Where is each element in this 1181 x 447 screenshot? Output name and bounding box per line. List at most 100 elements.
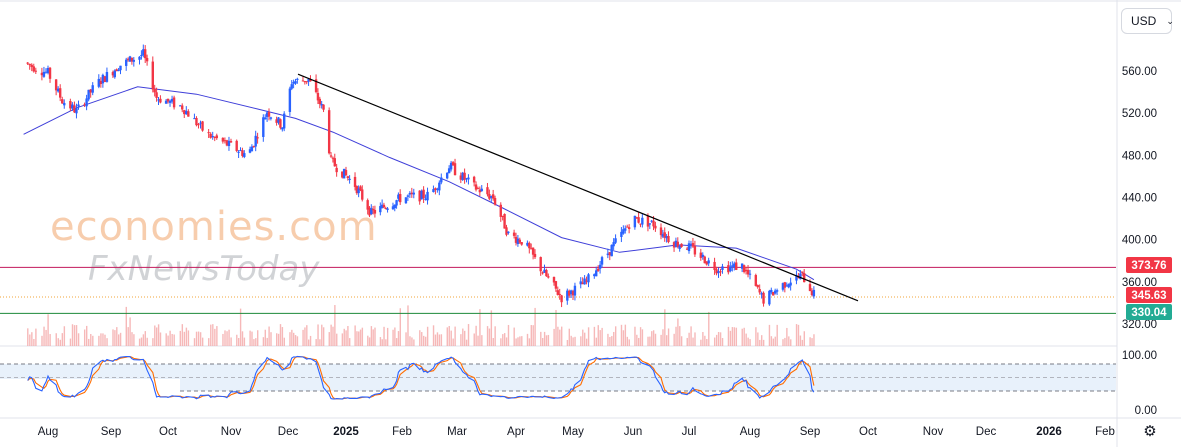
volume-bar bbox=[735, 327, 738, 346]
volume-bar bbox=[532, 325, 534, 346]
oscillator-k-line bbox=[27, 355, 815, 400]
volume-bar bbox=[77, 333, 80, 346]
candle-body bbox=[760, 293, 763, 295]
candle-body bbox=[541, 272, 544, 274]
candle-body bbox=[775, 290, 779, 292]
time-tick-label: Oct bbox=[159, 426, 178, 438]
time-tick-label: Dec bbox=[976, 426, 997, 438]
candle-body bbox=[221, 137, 225, 142]
volume-bar bbox=[786, 327, 788, 346]
candle-body bbox=[201, 121, 204, 131]
candle-body bbox=[676, 241, 679, 247]
candle-body bbox=[384, 208, 387, 210]
candle-body bbox=[426, 191, 429, 201]
candle-body bbox=[296, 78, 299, 80]
candle-body bbox=[554, 281, 558, 289]
candle-body bbox=[748, 273, 752, 275]
volume-bar bbox=[599, 330, 601, 346]
volume-bar bbox=[114, 330, 116, 346]
time-tick-label: Aug bbox=[38, 426, 58, 438]
candle-body bbox=[178, 105, 182, 107]
volume-bar bbox=[336, 333, 338, 346]
volume-bar bbox=[438, 334, 441, 346]
volume-bar bbox=[733, 327, 736, 346]
volume-bar bbox=[208, 338, 210, 346]
candle-body bbox=[83, 104, 86, 106]
volume-bar bbox=[173, 334, 175, 346]
volume-bar bbox=[477, 335, 479, 346]
candle-body bbox=[707, 260, 710, 264]
candle-body bbox=[348, 178, 351, 180]
candle-body bbox=[71, 104, 74, 109]
volume-bar bbox=[238, 338, 240, 346]
volume-bar bbox=[306, 325, 308, 346]
volume-bar bbox=[193, 338, 196, 346]
candle-body bbox=[785, 285, 788, 287]
price-badge-label: 373.76 bbox=[1131, 260, 1166, 272]
volume-bar bbox=[354, 325, 356, 346]
candle-body bbox=[46, 67, 50, 74]
volume-bar bbox=[776, 324, 778, 346]
volume-bar bbox=[526, 333, 529, 346]
volume-bar bbox=[421, 332, 423, 346]
candle-body bbox=[227, 140, 231, 147]
currency-selector[interactable]: USD ⌄ bbox=[1121, 8, 1174, 34]
candle-body bbox=[453, 163, 457, 176]
volume-bar bbox=[281, 327, 284, 346]
volume-bar bbox=[392, 329, 394, 346]
volume-bar bbox=[43, 326, 45, 346]
candle-body bbox=[223, 140, 227, 142]
candle-body bbox=[58, 88, 62, 98]
candle-body bbox=[277, 117, 280, 123]
volume-bar bbox=[675, 326, 677, 346]
candle-body bbox=[744, 269, 748, 271]
volume-bar bbox=[545, 335, 548, 346]
volume-bar bbox=[127, 327, 129, 346]
volume-bar bbox=[222, 333, 224, 346]
volume-bar bbox=[513, 327, 515, 346]
candle-body bbox=[731, 265, 734, 267]
volume-bar bbox=[424, 336, 427, 346]
candles bbox=[26, 44, 816, 308]
volume-bar bbox=[772, 338, 775, 346]
volume-bar bbox=[270, 332, 272, 346]
volume-bar bbox=[216, 326, 218, 346]
volume-bar bbox=[118, 334, 120, 346]
candle-body bbox=[672, 242, 676, 248]
volume-bar bbox=[31, 332, 33, 346]
candle-body bbox=[451, 162, 455, 166]
volume-bar bbox=[729, 330, 732, 346]
candle-body bbox=[507, 231, 510, 233]
volume-bar bbox=[195, 331, 198, 346]
volume-bar bbox=[367, 335, 369, 346]
settings-gear-icon[interactable]: ⚙ bbox=[1143, 423, 1157, 440]
volume-bar bbox=[289, 332, 291, 346]
volume-bar bbox=[757, 332, 759, 346]
candle-body bbox=[516, 238, 520, 244]
volume-bar bbox=[704, 335, 706, 346]
trendline bbox=[297, 73, 859, 302]
candle-body bbox=[292, 82, 295, 84]
volume-bar bbox=[224, 330, 226, 346]
candle-body bbox=[713, 261, 716, 270]
candle-body bbox=[762, 292, 765, 304]
volume-bar bbox=[503, 333, 506, 346]
candle-body bbox=[674, 240, 678, 248]
volume-bar bbox=[226, 331, 228, 346]
candle-body bbox=[501, 215, 504, 217]
volume-bar bbox=[745, 333, 747, 346]
volume-bar bbox=[593, 326, 596, 346]
oscillator-band-left bbox=[0, 364, 180, 379]
candle-body bbox=[478, 189, 482, 193]
volume-bar bbox=[636, 334, 638, 346]
candle-body bbox=[438, 182, 441, 191]
volume-bars bbox=[27, 305, 815, 346]
candle-body bbox=[808, 284, 812, 292]
volume-bar bbox=[500, 338, 502, 346]
candle-body bbox=[783, 282, 787, 288]
volume-bar bbox=[584, 332, 586, 346]
volume-bar bbox=[332, 326, 334, 346]
candle-body bbox=[746, 269, 750, 275]
candle-body bbox=[715, 269, 718, 274]
volume-bar bbox=[45, 329, 47, 346]
